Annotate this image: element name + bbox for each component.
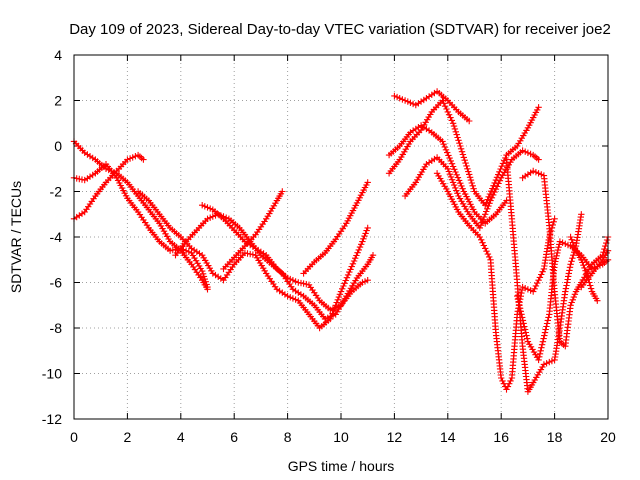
y-tick-label: 0 xyxy=(54,138,62,154)
x-tick-label: 2 xyxy=(124,429,132,445)
series-track-9 xyxy=(385,122,510,227)
series-track-13 xyxy=(433,170,558,393)
x-tick-label: 10 xyxy=(333,429,349,445)
data-series xyxy=(70,88,612,395)
x-tick-label: 18 xyxy=(547,429,563,445)
x-tick-label: 20 xyxy=(600,429,616,445)
x-tick-label: 4 xyxy=(177,429,185,445)
y-tick-label: -2 xyxy=(50,184,63,200)
plus-markers xyxy=(391,88,473,125)
series-track-6 xyxy=(199,202,371,313)
y-axis-label: SDTVAR / TECUs xyxy=(8,181,24,293)
plus-markers xyxy=(385,122,510,227)
plus-markers xyxy=(199,202,371,313)
y-tick-label: 4 xyxy=(54,47,62,63)
x-tick-label: 6 xyxy=(230,429,238,445)
x-tick-label: 8 xyxy=(284,429,292,445)
x-tick-label: 16 xyxy=(493,429,509,445)
plus-markers xyxy=(300,179,371,277)
series-track-10 xyxy=(391,88,473,125)
y-tick-label: -10 xyxy=(42,366,62,382)
plus-markers xyxy=(385,97,542,209)
plot-frame xyxy=(73,54,609,420)
y-tick-label: -8 xyxy=(50,320,63,336)
x-tick-label: 12 xyxy=(387,429,403,445)
y-tick-label: -6 xyxy=(50,275,63,291)
series-track-11 xyxy=(385,97,542,209)
y-tick-label: -12 xyxy=(42,411,62,427)
plus-markers xyxy=(514,238,612,364)
chart-title: Day 109 of 2023, Sidereal Day-to-day VTE… xyxy=(69,21,611,38)
series-track-7 xyxy=(220,188,286,273)
y-tick-label: 2 xyxy=(54,93,62,109)
x-axis-label: GPS time / hours xyxy=(288,458,395,474)
series-track-16 xyxy=(519,167,612,350)
plus-markers xyxy=(401,147,542,232)
y-tick-label: -4 xyxy=(50,229,63,245)
plus-markers xyxy=(519,167,612,350)
plus-markers xyxy=(220,188,286,273)
x-tick-label: 14 xyxy=(440,429,456,445)
x-tick-label: 0 xyxy=(70,429,78,445)
series-track-18 xyxy=(578,247,612,291)
series-track-12 xyxy=(401,147,542,232)
plus-markers xyxy=(578,247,612,291)
series-track-14 xyxy=(503,156,585,395)
plus-markers xyxy=(433,170,558,393)
series-track-8 xyxy=(300,179,371,277)
